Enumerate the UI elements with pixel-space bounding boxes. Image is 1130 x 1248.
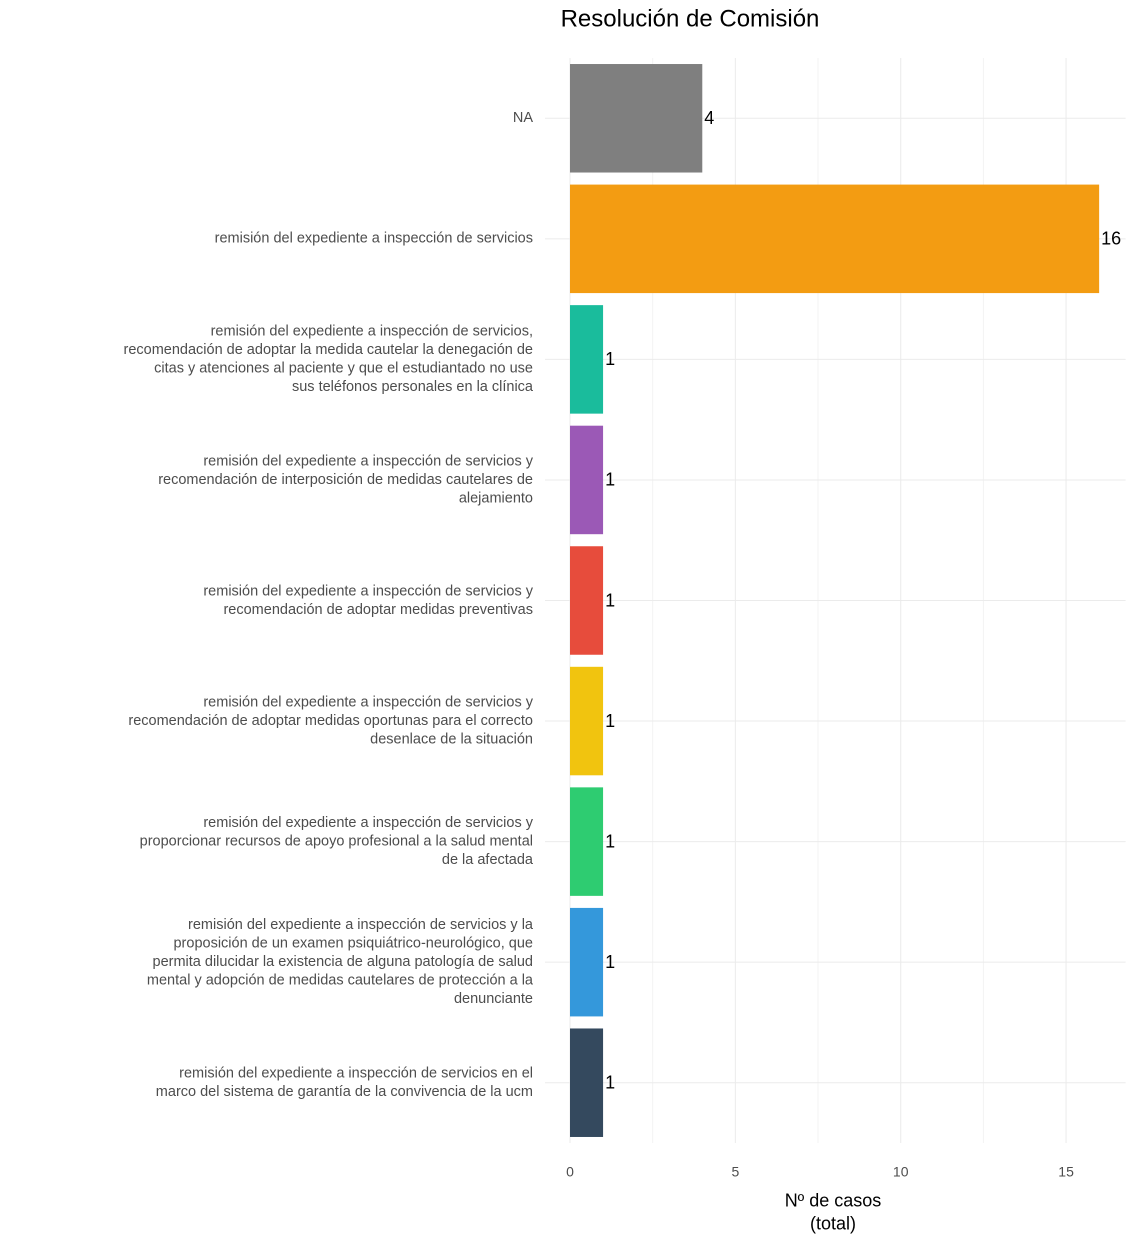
- y-tick-label: remisión del expediente a inspección de …: [158, 453, 534, 506]
- y-tick-label: remisión del expediente a inspección de …: [128, 694, 533, 747]
- y-tick-label: remisión del expediente a inspección de …: [147, 917, 534, 1007]
- value-label: 1: [605, 952, 615, 972]
- y-tick-label: remisión del expediente a inspección de …: [123, 323, 533, 395]
- value-label: 1: [605, 1072, 615, 1092]
- y-tick-label: remisión del expediente a inspección de …: [156, 1065, 533, 1100]
- bar: [570, 907, 604, 1017]
- value-label: 1: [605, 590, 615, 610]
- chart-title: Resolución de Comisión: [561, 5, 820, 32]
- x-tick-label: 5: [731, 1164, 739, 1180]
- x-tick-label: 10: [893, 1164, 909, 1180]
- value-label: 1: [605, 831, 615, 851]
- bar: [570, 787, 604, 896]
- x-tick-label: 15: [1058, 1164, 1074, 1180]
- bar: [570, 546, 604, 655]
- bar: [570, 666, 604, 776]
- x-tick-label: 0: [566, 1164, 574, 1180]
- bar: [570, 1028, 604, 1137]
- y-tick-label: remisión del expediente a inspección de …: [203, 583, 533, 618]
- x-axis-label: Nº de casos (total): [785, 1190, 882, 1233]
- value-label: 1: [605, 711, 615, 731]
- bar: [570, 184, 1100, 294]
- value-label: 1: [605, 470, 615, 490]
- bar: [570, 425, 604, 535]
- bar: [570, 305, 604, 414]
- value-label: 1: [605, 349, 615, 369]
- y-tick-label: remisión del expediente a inspección de …: [140, 815, 534, 868]
- y-tick-label: NA: [513, 110, 533, 126]
- y-tick-label: remisión del expediente a inspección de …: [215, 231, 533, 247]
- value-label: 4: [704, 108, 714, 128]
- bar: [570, 64, 703, 173]
- value-label: 16: [1101, 229, 1121, 249]
